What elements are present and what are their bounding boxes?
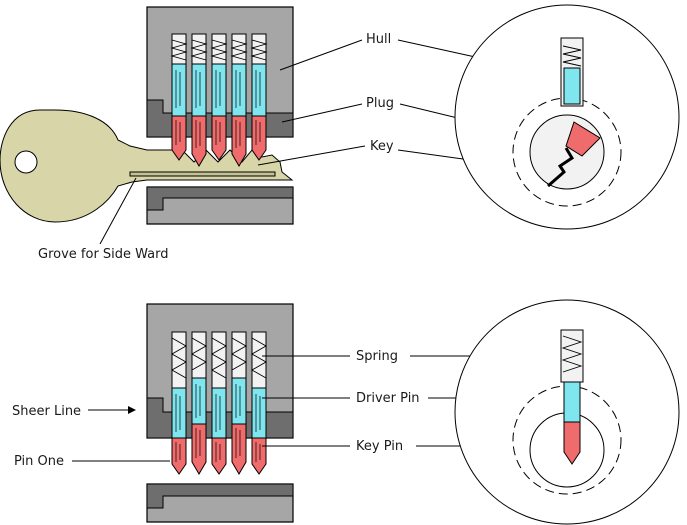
top-cross-key-pin [565,121,601,157]
bottom-lock-no-key: Spring Driver Pin Key Pin Sheer Line Pin… [12,299,680,525]
top-pin-column-2 [190,33,208,167]
label-plug: Plug [366,96,394,111]
top-key [0,109,294,223]
bottom-pin-column-5 [251,331,267,475]
bottom-pin-column-4 [231,331,247,475]
top-pin-column-1 [170,33,188,161]
label-hull: Hull [366,32,391,47]
bottom-pin-column-1 [171,331,187,475]
top-key-hole [14,150,38,174]
label-spring: Spring [356,349,398,364]
label-pin-one: Pin One [14,454,64,469]
top-cross-key [547,147,575,188]
bottom-pin-column-3 [211,331,227,475]
top-cross-section [454,4,680,230]
label-driver-pin: Driver Pin [356,391,420,406]
label-shear-line: Sheer Line [12,404,81,419]
top-lock-with-key: Hull Plug Key Grove for Side Ward [0,4,680,262]
top-hull-bottom-dark [146,186,294,211]
bottom-pin-column-2 [191,331,207,475]
bottom-cross-key-pin [563,421,581,465]
top-pin-column-4 [230,33,248,167]
leader-groove [99,177,137,245]
leader-hull [279,39,363,71]
leader-key [257,145,366,166]
bottom-hull-bottom-dark [146,483,294,509]
top-pin-column-3 [210,33,228,161]
leader-plug [281,103,363,123]
bottom-cross-section [454,299,680,525]
label-key: Key [370,139,394,154]
label-groove: Grove for Side Ward [38,247,169,262]
top-key-groove [129,171,276,177]
top-pin-column-5 [250,33,268,161]
label-key-pin: Key Pin [356,439,403,454]
shear-line-arrowhead [128,406,136,414]
